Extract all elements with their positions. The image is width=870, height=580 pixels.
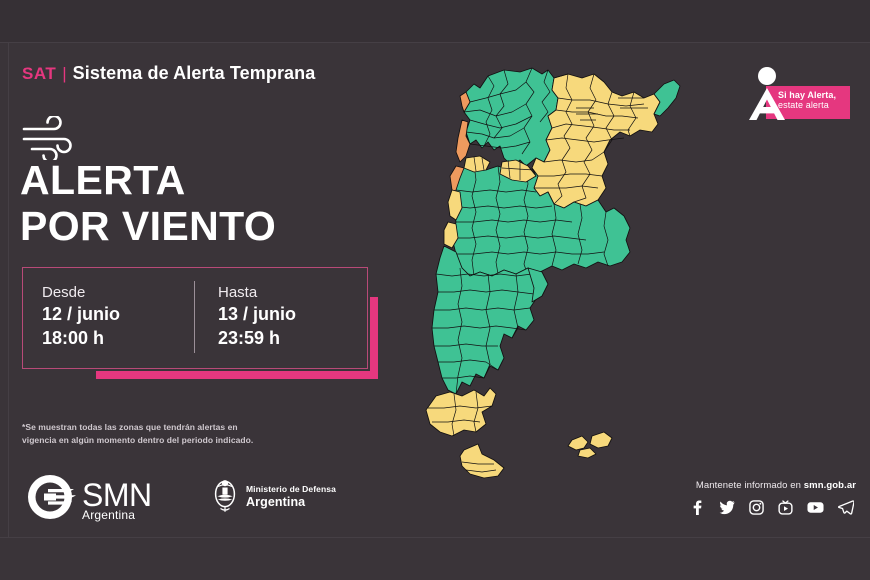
- youtube-icon[interactable]: [807, 501, 824, 514]
- facebook-icon[interactable]: [690, 500, 705, 515]
- twitter-icon[interactable]: [719, 500, 735, 515]
- sat-separator: |: [62, 64, 67, 83]
- smn-wind-logo-icon: [22, 472, 78, 527]
- alert-title: ALERTA POR VIENTO: [20, 157, 420, 249]
- instagram-icon[interactable]: [749, 500, 764, 515]
- smn-logo-country: Argentina: [82, 507, 136, 522]
- left-edge-rule: [8, 42, 9, 538]
- period-accent-bottom: [96, 371, 378, 379]
- period-from-date: 12 / junio: [42, 304, 121, 325]
- period-from: Desde 12 / junio 18:00 h: [22, 267, 194, 371]
- ministry-line1: Ministerio de Defensa: [246, 484, 336, 495]
- badge-line1: Si hay Alerta,: [778, 90, 837, 100]
- period-to-date: 13 / junio: [218, 304, 297, 325]
- footer-website-line: Mantenete informado en smn.gob.ar: [658, 480, 856, 491]
- badge-text: Si hay Alerta, estate alerta: [778, 90, 836, 110]
- period-from-label: Desde: [42, 284, 86, 301]
- footnote: *Se muestran todas las zonas que tendrán…: [22, 422, 254, 446]
- bottom-divider: [0, 537, 870, 538]
- period-from-time: 18:00 h: [42, 328, 105, 348]
- smn-logo: SMN Argentina: [22, 472, 152, 527]
- sat-header: SAT | Sistema de Alerta Temprana: [22, 63, 315, 84]
- top-divider: [0, 42, 870, 43]
- smn-logo-name: SMN: [82, 476, 152, 513]
- alert-awareness-badge: Si hay Alerta, estate alerta: [722, 66, 850, 122]
- bottom-band: [0, 538, 870, 580]
- period-accent-right: [370, 297, 378, 379]
- ministry-of-defense-logo: Ministerio de Defensa Argentina: [212, 477, 336, 518]
- footer-text-prefix: Mantenete informado en: [695, 480, 804, 491]
- period-to-time: 23:59 h: [218, 328, 281, 348]
- period-to-label: Hasta: [218, 284, 258, 301]
- person-alert-icon: [744, 66, 790, 122]
- alert-title-line1: ALERTA: [20, 157, 186, 203]
- wind-icon: [20, 114, 82, 164]
- argentina-coat-of-arms-icon: [212, 477, 238, 518]
- badge-line2: estate alerta: [778, 100, 829, 111]
- alert-title-line2: POR VIENTO: [20, 202, 277, 249]
- argentina-alert-map[interactable]: [408, 58, 708, 528]
- igtv-icon[interactable]: [778, 500, 793, 515]
- telegram-icon[interactable]: [838, 500, 854, 515]
- period-to: Hasta 13 / junio 23:59 h: [194, 267, 370, 371]
- ministry-line2: Argentina: [246, 495, 306, 510]
- sat-full-name: Sistema de Alerta Temprana: [72, 63, 316, 83]
- top-band: [0, 0, 870, 42]
- sat-abbreviation: SAT: [22, 64, 57, 83]
- footer-website[interactable]: smn.gob.ar: [803, 480, 856, 491]
- period-border: [22, 267, 368, 369]
- map-regions: [425, 67, 681, 479]
- footer-info: Mantenete informado en smn.gob.ar: [658, 480, 856, 515]
- validity-period-box: Desde 12 / junio 18:00 h Hasta 13 / juni…: [22, 267, 378, 379]
- social-links: [658, 500, 856, 515]
